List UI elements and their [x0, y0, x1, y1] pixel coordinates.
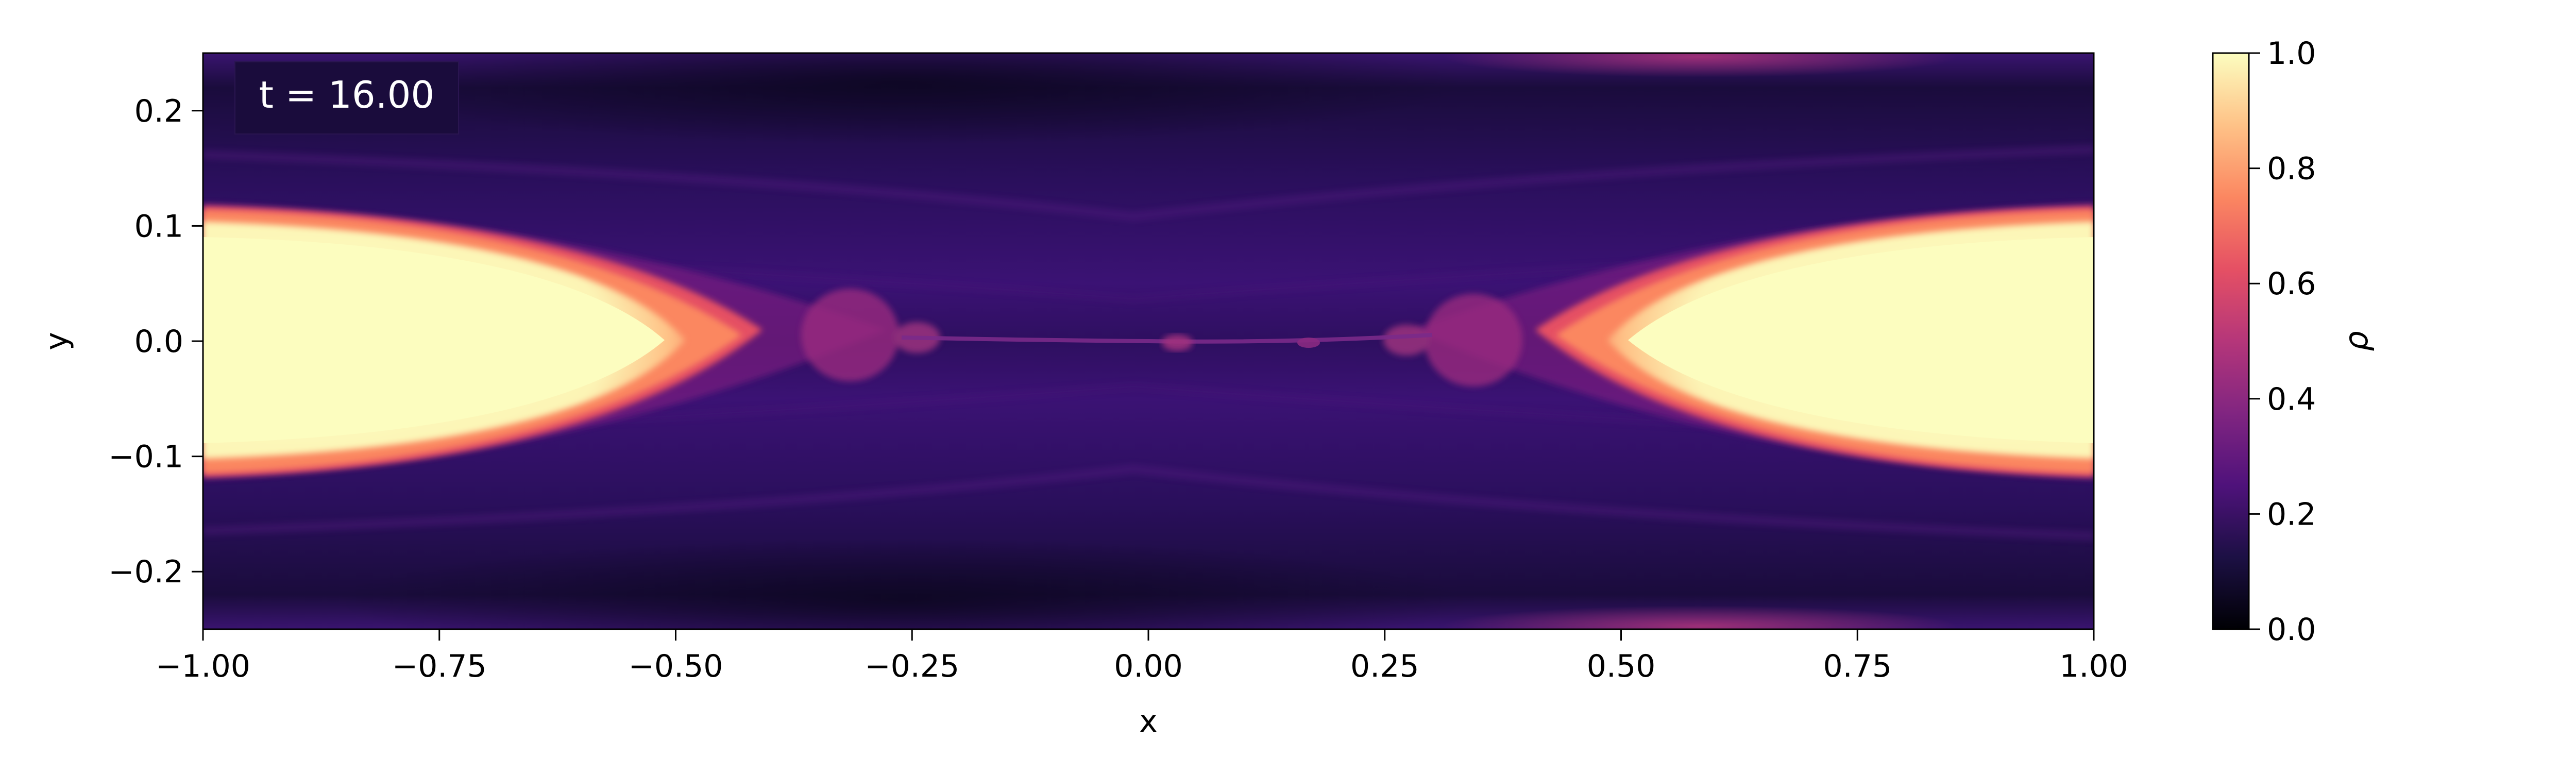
x-tick-label: 0.00 [1114, 648, 1183, 684]
x-tick-label: −0.25 [865, 648, 959, 684]
heatmap-area [203, 53, 2094, 629]
x-axis-label: x [1139, 703, 1158, 740]
time-annotation: t = 16.00 [234, 61, 459, 135]
y-axis: −0.2 −0.1 0.0 0.1 0.2 [108, 93, 203, 590]
colorbar-gradient [2212, 52, 2250, 630]
x-tick-label: 0.25 [1350, 648, 1419, 684]
x-tick-label: −0.75 [392, 648, 487, 684]
y-tick-label: 0.1 [134, 208, 183, 244]
x-tick-label: −0.50 [629, 648, 723, 684]
colorbar-tick-label: 0.4 [2267, 381, 2316, 417]
x-tick-label: −1.00 [156, 648, 250, 684]
y-tick-label: −0.1 [108, 439, 183, 475]
y-tick-label: −0.2 [108, 554, 183, 590]
colorbar-tick-label: 0.6 [2267, 266, 2316, 302]
y-axis-label: y [39, 332, 75, 350]
y-tick-label: 0.2 [134, 93, 183, 129]
edge-glow-top [1443, 53, 1958, 77]
colorbar-tick-label: 1.0 [2267, 36, 2316, 72]
x-tick-label: 0.50 [1587, 648, 1656, 684]
colorbar-label: ρ [2337, 331, 2375, 351]
left-dense-region [203, 204, 886, 479]
time-annotation-text: t = 16.00 [259, 73, 434, 116]
low-density-bottom [335, 539, 1468, 629]
time-annotation-box [234, 61, 459, 135]
low-density-top [335, 53, 1468, 144]
x-tick-label: 1.00 [2059, 648, 2128, 684]
colorbar-tick-label: 0.8 [2267, 151, 2316, 187]
colorbar: 0.0 0.2 0.4 0.6 0.8 1.0 ρ [2212, 36, 2375, 648]
colorbar-tick-label: 0.2 [2267, 496, 2316, 532]
colorbar-tick-label: 0.0 [2267, 612, 2316, 648]
right-dense-region [1412, 204, 2094, 479]
colorbar-ticks: 0.0 0.2 0.4 0.6 0.8 1.0 [2249, 36, 2316, 648]
x-tick-label: 0.75 [1823, 648, 1892, 684]
edge-glow-bottom [1443, 606, 1958, 629]
central-filament [901, 333, 1433, 351]
x-axis: −1.00 −0.75 −0.50 −0.25 0.00 0.25 0.50 0.75 1.00 [156, 629, 2128, 684]
y-tick-label: 0.0 [134, 324, 183, 360]
